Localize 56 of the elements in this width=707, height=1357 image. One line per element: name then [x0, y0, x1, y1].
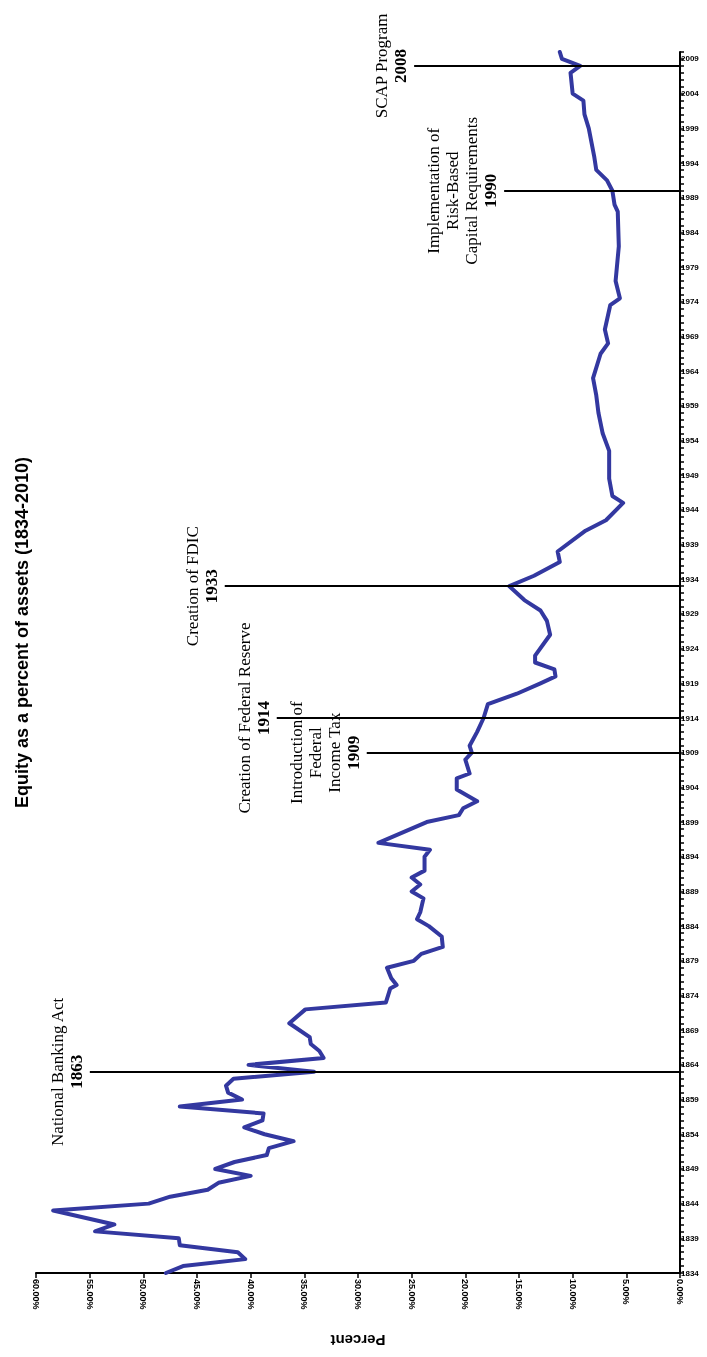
- y-tick-label: 2009: [681, 54, 700, 64]
- y-tick-label: 1834: [681, 1268, 700, 1278]
- y-tick-label: 1979: [681, 262, 700, 272]
- x-axis-title: Percent: [330, 1332, 386, 1349]
- y-tick-label: 1874: [681, 991, 700, 1000]
- y-tick-label: 1919: [681, 678, 700, 688]
- y-tick-label: 1839: [681, 1233, 700, 1243]
- x-tick-label: 40.00%: [245, 1279, 256, 1310]
- y-tick-label: 1914: [681, 713, 700, 723]
- y-tick-label: 1879: [681, 956, 700, 966]
- y-tick-label: 1964: [681, 366, 700, 376]
- ref-line-label: SCAP Program 2008: [372, 13, 411, 119]
- y-tick-label: 1904: [681, 782, 700, 792]
- y-tick-label: 1899: [681, 817, 700, 827]
- y-tick-label: 1969: [681, 331, 700, 341]
- ref-line-label: Creation of FDIC 1933: [182, 526, 221, 647]
- x-tick-label: 50.00%: [138, 1279, 149, 1310]
- x-tick-label: 5.00%: [621, 1279, 632, 1305]
- ref-line-label: Implementation of Risk-Based Capital Requirements 1990: [424, 116, 501, 265]
- x-tick-label: 10.00%: [567, 1279, 578, 1310]
- y-tick-label: 1934: [681, 574, 700, 584]
- y-tick-label: 1949: [681, 470, 700, 480]
- y-tick-label: 1884: [681, 921, 700, 931]
- x-tick-label: 0.00%: [675, 1279, 685, 1305]
- y-tick-label: 1974: [681, 297, 700, 307]
- x-tick-label: 15.00%: [514, 1279, 524, 1310]
- y-tick-label: 1889: [681, 886, 700, 896]
- x-tick-label: 35.00%: [299, 1279, 310, 1310]
- y-tick-label: 1844: [681, 1199, 700, 1209]
- ref-line-label: National Banking Act 1863: [47, 997, 86, 1146]
- y-tick-label: 1854: [681, 1129, 700, 1139]
- y-tick-label: 1959: [681, 401, 700, 411]
- text: Equity as a percent of assets (1834-2010): [12, 456, 32, 809]
- y-tick-label: 1994: [681, 158, 700, 168]
- y-tick-label: 1984: [681, 227, 700, 237]
- y-tick-label: 1859: [681, 1095, 700, 1105]
- ref-line-label: Creation of Federal Reserve 1914: [234, 622, 273, 814]
- x-tick-label: 25.00%: [406, 1279, 417, 1310]
- y-tick-label: 1909: [681, 748, 700, 758]
- y-tick-label: 1864: [681, 1060, 700, 1070]
- x-tick-label: 45.00%: [192, 1279, 202, 1310]
- y-tick-label: 1999: [681, 123, 700, 133]
- y-tick-label: 1989: [681, 193, 700, 203]
- y-tick-label: 1869: [681, 1025, 700, 1035]
- y-tick-label: 1929: [681, 609, 700, 619]
- x-tick-label: 60.00%: [31, 1279, 41, 1310]
- y-tick-label: 2004: [681, 89, 700, 99]
- x-tick-label: 55.00%: [84, 1279, 95, 1310]
- y-tick-label: 1944: [681, 505, 700, 515]
- y-tick-label: 1849: [681, 1164, 700, 1174]
- x-tick-label: 30.00%: [353, 1279, 363, 1310]
- y-tick-label: 1939: [681, 540, 700, 550]
- y-tick-label: 1894: [681, 852, 700, 862]
- y-tick-label: 1924: [681, 644, 700, 654]
- y-tick-label: 1954: [681, 436, 700, 445]
- x-tick-label: 20.00%: [460, 1279, 471, 1310]
